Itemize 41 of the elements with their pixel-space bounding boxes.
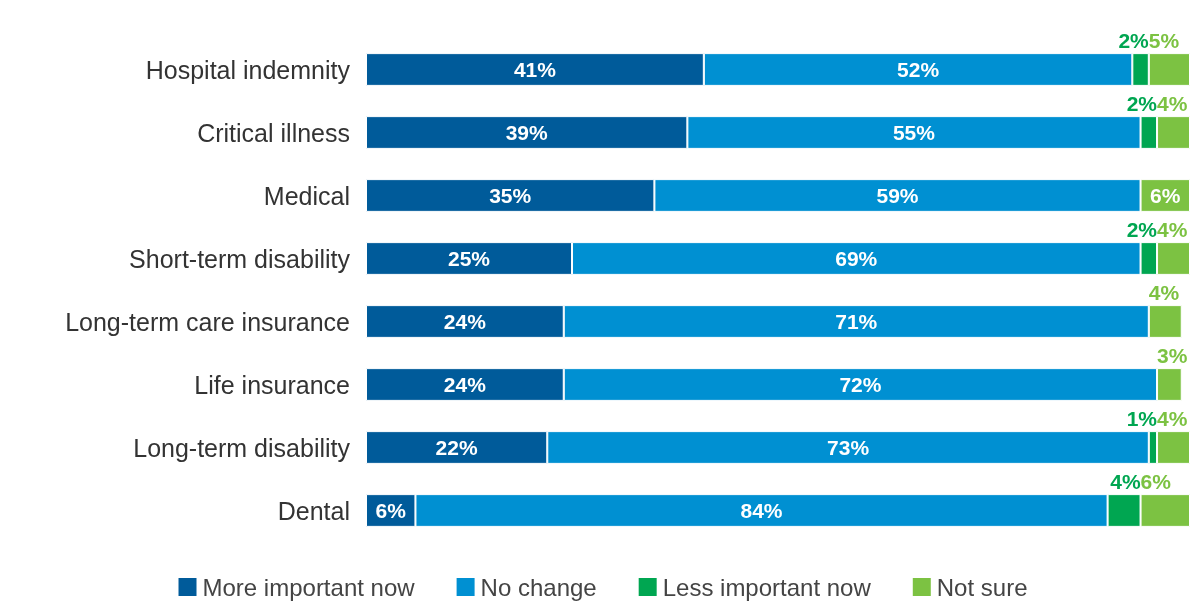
data-label: 35% [489,184,532,207]
data-label: 2% [1126,92,1158,116]
data-label: 4% [1157,92,1188,116]
y-tick-label: Medical [263,181,350,210]
y-tick-label: Long-term care insurance [65,307,350,336]
y-tick-label: Dental [277,496,350,525]
data-label: 6% [1150,184,1181,207]
data-label: 72% [839,373,882,396]
legend-label: More important now [202,573,416,601]
y-tick-label: Hospital indemnity [145,55,351,84]
data-label: 71% [835,310,878,333]
data-label: 6% [375,499,407,522]
data-label: 4% [1157,218,1188,242]
data-label: 4% [1110,470,1141,494]
data-label: 59% [876,184,919,207]
data-label: 25% [447,247,491,270]
data-label: 5% [1148,29,1180,53]
data-label: 4% [1148,281,1180,305]
data-label: 52% [897,58,940,81]
data-label: 73% [827,436,870,459]
data-label: 3% [1157,344,1188,368]
data-label: 2% [1126,218,1158,242]
data-label: 41% [513,58,557,81]
legend-label: Not sure [936,573,1028,601]
data-label: 55% [892,121,936,144]
legend-label: No change [480,573,597,601]
data-label: 39% [505,121,549,144]
y-tick-label: Life insurance [194,370,350,399]
data-label: 1% [1126,407,1158,431]
data-label: 24% [443,310,487,333]
y-tick-label: Long-term disability [133,433,351,462]
y-tick-label: Short-term disability [129,244,351,273]
data-label: 4% [1157,407,1188,431]
data-label: 84% [740,499,783,522]
data-label: 6% [1140,470,1172,494]
data-label: 22% [435,436,478,459]
data-label: 24% [443,373,487,396]
y-tick-label: Critical illness [197,118,350,147]
data-label: 69% [835,247,878,270]
legend-label: Less important now [662,573,872,601]
data-label: 2% [1118,29,1150,53]
